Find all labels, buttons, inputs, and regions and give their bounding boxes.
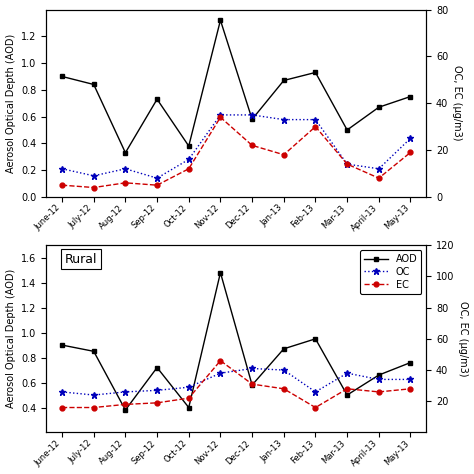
Y-axis label: OC, EC (μg/m3): OC, EC (μg/m3) xyxy=(458,301,468,376)
Text: Rural: Rural xyxy=(65,253,98,265)
Y-axis label: Aerosol Optical Depth (AOD): Aerosol Optical Depth (AOD) xyxy=(6,269,16,409)
Legend: AOD, OC, EC: AOD, OC, EC xyxy=(360,250,421,293)
Y-axis label: Aerosol Optical Depth (AOD): Aerosol Optical Depth (AOD) xyxy=(6,34,16,173)
Y-axis label: OC, EC (μg/m3): OC, EC (μg/m3) xyxy=(452,65,462,141)
